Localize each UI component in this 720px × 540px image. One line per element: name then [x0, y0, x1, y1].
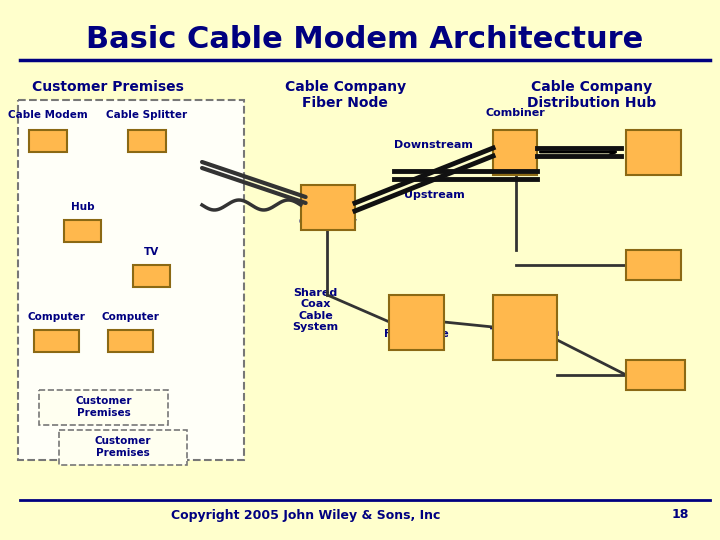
FancyBboxPatch shape [64, 220, 102, 242]
Text: Customer
Premises: Customer Premises [75, 396, 132, 418]
Text: Downstream: Downstream [395, 140, 473, 150]
Text: Computer: Computer [101, 312, 159, 322]
FancyBboxPatch shape [40, 390, 168, 425]
FancyBboxPatch shape [301, 185, 355, 230]
Text: Router: Router [631, 260, 674, 270]
FancyBboxPatch shape [108, 330, 153, 352]
Text: TV Video
Network: TV Video Network [627, 141, 679, 163]
FancyBboxPatch shape [626, 130, 680, 175]
Text: TV: TV [144, 247, 159, 257]
Text: Cable Splitter: Cable Splitter [107, 110, 187, 120]
FancyBboxPatch shape [128, 130, 166, 152]
Text: Optical/
Electrical
Converter: Optical/ Electrical Converter [298, 193, 356, 227]
FancyBboxPatch shape [30, 130, 67, 152]
Text: Cable Company
Fiber Node: Cable Company Fiber Node [284, 80, 405, 110]
Text: Cable Company
Distribution Hub: Cable Company Distribution Hub [527, 80, 657, 110]
Text: 18: 18 [672, 509, 689, 522]
Text: Cable
Company
Fiber Node: Cable Company Fiber Node [384, 306, 449, 339]
FancyBboxPatch shape [35, 330, 78, 352]
Text: Combiner: Combiner [486, 108, 546, 118]
Text: Hub: Hub [71, 202, 94, 212]
Text: Copyright 2005 John Wiley & Sons, Inc: Copyright 2005 John Wiley & Sons, Inc [171, 509, 441, 522]
FancyBboxPatch shape [17, 100, 245, 460]
FancyBboxPatch shape [59, 430, 187, 465]
FancyBboxPatch shape [133, 265, 171, 287]
Text: Customer Premises: Customer Premises [32, 80, 184, 94]
Text: Cable
Modem
Termination
System: Cable Modem Termination System [490, 305, 560, 349]
FancyBboxPatch shape [390, 295, 444, 350]
Text: Shared
Coax
Cable
System: Shared Coax Cable System [292, 288, 338, 333]
FancyBboxPatch shape [493, 295, 557, 360]
Text: Cable Modem: Cable Modem [8, 110, 88, 120]
FancyBboxPatch shape [493, 130, 537, 175]
FancyBboxPatch shape [626, 250, 680, 280]
Text: Basic Cable Modem Architecture: Basic Cable Modem Architecture [86, 25, 644, 55]
Text: Computer: Computer [27, 312, 85, 322]
FancyBboxPatch shape [626, 360, 685, 390]
Text: Customer
Premises: Customer Premises [95, 436, 151, 458]
Text: ISP POP: ISP POP [631, 370, 680, 380]
Text: Upstream: Upstream [403, 190, 464, 200]
